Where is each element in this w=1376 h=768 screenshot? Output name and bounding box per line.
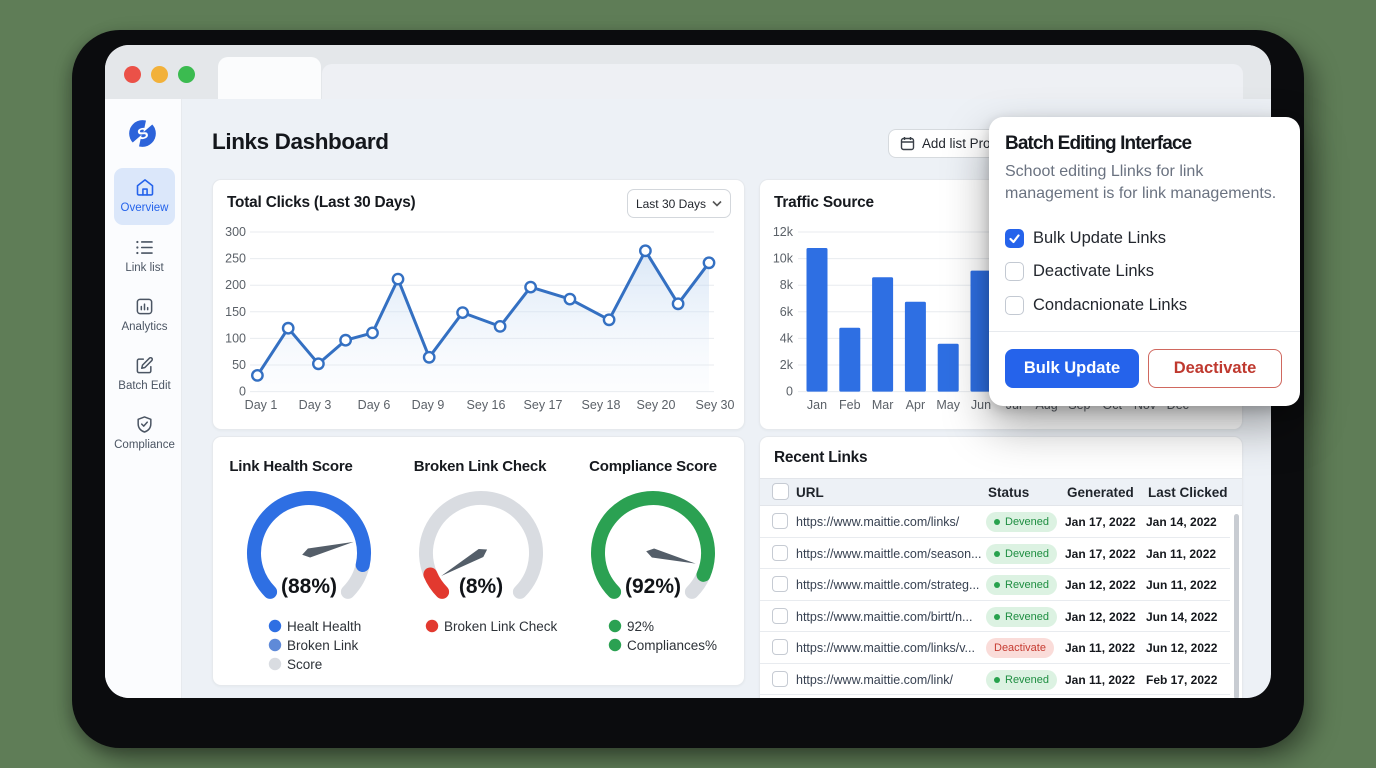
svg-text:Sey 18: Sey 18 [582, 398, 621, 412]
svg-text:Broken Link Check: Broken Link Check [414, 458, 547, 475]
svg-text:Jun: Jun [971, 398, 991, 412]
svg-text:4k: 4k [780, 331, 794, 345]
svg-text:Sey 20: Sey 20 [637, 398, 676, 412]
svg-text:200: 200 [225, 278, 246, 292]
svg-text:Link Health Score: Link Health Score [229, 458, 352, 475]
svg-text:Jan: Jan [807, 398, 827, 412]
svg-text:May: May [936, 398, 960, 412]
svg-text:Broken Link: Broken Link [287, 638, 359, 653]
svg-text:Feb: Feb [839, 398, 861, 412]
svg-text:150: 150 [225, 305, 246, 319]
svg-text:92%: 92% [627, 619, 654, 634]
svg-text:Score: Score [287, 657, 322, 672]
svg-text:Day 6: Day 6 [358, 398, 391, 412]
svg-text:12k: 12k [773, 225, 794, 239]
svg-text:100: 100 [225, 331, 246, 345]
svg-text:300: 300 [225, 225, 246, 239]
svg-text:Healt Health: Healt Health [287, 619, 361, 634]
svg-text:Sey 16: Sey 16 [467, 398, 506, 412]
svg-text:Day 9: Day 9 [412, 398, 445, 412]
svg-text:S: S [135, 125, 150, 144]
svg-text:Day 1: Day 1 [245, 398, 278, 412]
svg-text:Compliances%: Compliances% [627, 638, 717, 653]
svg-text:Apr: Apr [906, 398, 925, 412]
svg-text:Sey 17: Sey 17 [524, 398, 563, 412]
svg-text:Sey 30: Sey 30 [696, 398, 735, 412]
svg-text:0: 0 [239, 385, 246, 399]
svg-text:Day 3: Day 3 [299, 398, 332, 412]
svg-text:6k: 6k [780, 305, 794, 319]
svg-text:2k: 2k [780, 358, 794, 372]
svg-text:8k: 8k [780, 278, 794, 292]
svg-text:Compliance Score: Compliance Score [589, 458, 717, 475]
svg-text:250: 250 [225, 252, 246, 266]
svg-text:Mar: Mar [872, 398, 894, 412]
svg-text:0: 0 [786, 385, 793, 399]
svg-text:Broken Link Check: Broken Link Check [444, 619, 558, 634]
svg-text:50: 50 [232, 358, 246, 372]
svg-text:10k: 10k [773, 252, 794, 266]
svg-text:(92%): (92%) [625, 575, 681, 598]
svg-text:(8%): (8%) [459, 575, 503, 598]
svg-text:(88%): (88%) [281, 575, 337, 598]
